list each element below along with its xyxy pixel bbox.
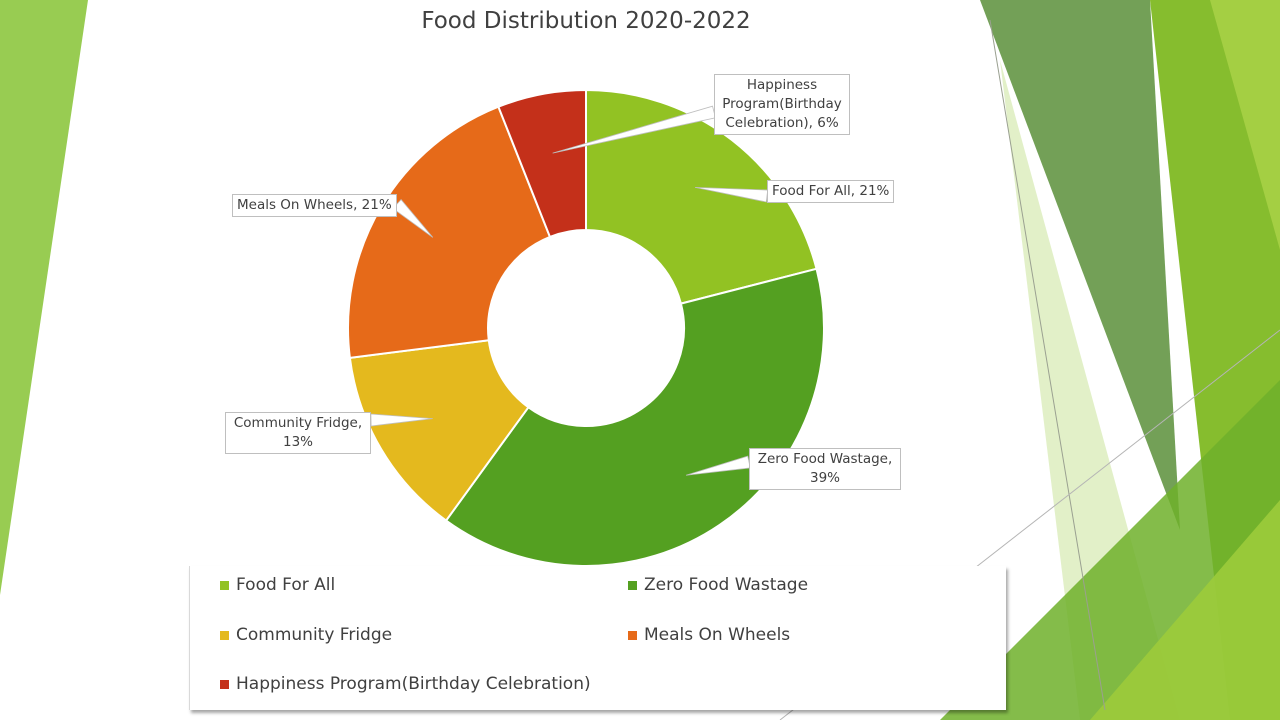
legend-item-community-fridge: Community Fridge bbox=[220, 625, 392, 645]
legend-item-meals-on-wheels: Meals On Wheels bbox=[628, 625, 790, 645]
data-label-line: 39% bbox=[809, 470, 840, 486]
data-label-leader bbox=[370, 413, 433, 427]
slice-food-for-all bbox=[585, 88, 818, 305]
data-label-meals-on-wheels: Meals On Wheels, 21% bbox=[232, 194, 397, 217]
legend-label: Food For All bbox=[236, 575, 336, 595]
legend-item-happiness-program: Happiness Program(Birthday Celebration) bbox=[220, 674, 591, 694]
chart-title: Food Distribution 2020-2022 bbox=[421, 8, 751, 34]
legend-swatch bbox=[628, 580, 637, 590]
legend-swatch bbox=[628, 630, 637, 640]
data-label-line: Community Fridge, bbox=[233, 415, 363, 431]
data-label-line: Food For All, 21% bbox=[772, 183, 890, 199]
data-label-line: Meals On Wheels, 21% bbox=[237, 197, 392, 213]
data-label-leader bbox=[392, 199, 434, 238]
data-label-food-for-all: Food For All, 21% bbox=[767, 180, 895, 203]
legend-label: Happiness Program(Birthday Celebration) bbox=[236, 674, 591, 694]
legend-swatch bbox=[220, 580, 229, 590]
legend-label: Meals On Wheels bbox=[644, 625, 791, 645]
data-label-happiness-program: Happiness Program(Birthday Celebration),… bbox=[714, 74, 850, 135]
data-label-line: Celebration), 6% bbox=[725, 115, 839, 131]
slice-meals-on-wheels bbox=[347, 105, 552, 359]
slice-community-fridge bbox=[348, 339, 530, 522]
data-label-line: 13% bbox=[282, 434, 313, 450]
data-label-zero-food-wastage: Zero Food Wastage, 39% bbox=[749, 448, 901, 490]
legend-label: Zero Food Wastage bbox=[644, 575, 809, 595]
data-label-line: Zero Food Wastage, bbox=[757, 451, 893, 467]
chart-legend: Food For All Zero Food Wastage Community… bbox=[189, 566, 1006, 710]
data-label-line: Program(Birthday bbox=[722, 96, 842, 112]
slice-zero-food-wastage bbox=[444, 267, 825, 567]
data-label-line: Happiness bbox=[746, 77, 818, 93]
data-label-community-fridge: Community Fridge, 13% bbox=[225, 412, 371, 454]
legend-label: Community Fridge bbox=[236, 625, 393, 645]
legend-swatch bbox=[220, 630, 229, 640]
legend-item-zero-food-wastage: Zero Food Wastage bbox=[628, 575, 808, 595]
legend-item-food-for-all: Food For All bbox=[220, 575, 335, 595]
slice-happiness-program bbox=[497, 88, 587, 239]
legend-swatch bbox=[220, 679, 229, 689]
